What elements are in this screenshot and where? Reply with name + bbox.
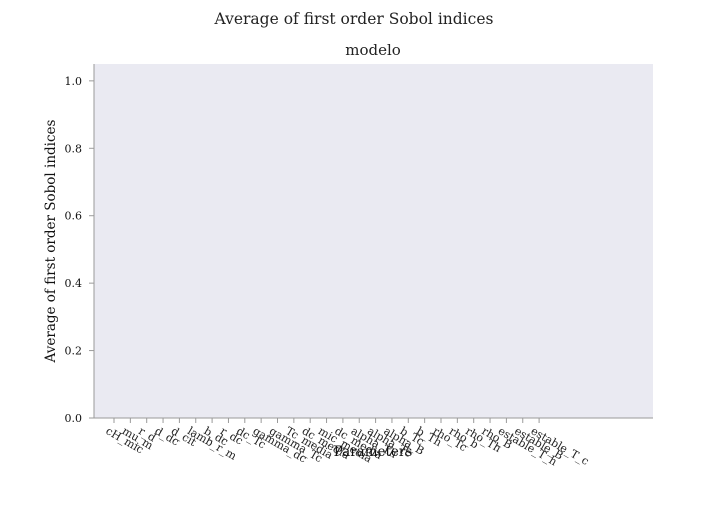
y-ticks: 0.0 0.2 0.4 0.6 0.8 1.0 (65, 75, 94, 425)
y-tick-label: 0.2 (65, 345, 83, 358)
y-tick-label: 1.0 (65, 75, 83, 88)
chart-subtitle: modelo (345, 41, 401, 59)
y-tick-label: 0.6 (65, 210, 83, 223)
y-axis-label: Average of first order Sobol indices (43, 119, 59, 363)
y-tick-label: 0.0 (65, 412, 83, 425)
y-tick-label: 0.4 (65, 277, 83, 290)
chart-title: Average of first order Sobol indices (214, 10, 494, 28)
x-axis-label: Parameters (334, 444, 413, 460)
plot-area (94, 64, 653, 418)
y-tick-label: 0.8 (65, 142, 83, 155)
